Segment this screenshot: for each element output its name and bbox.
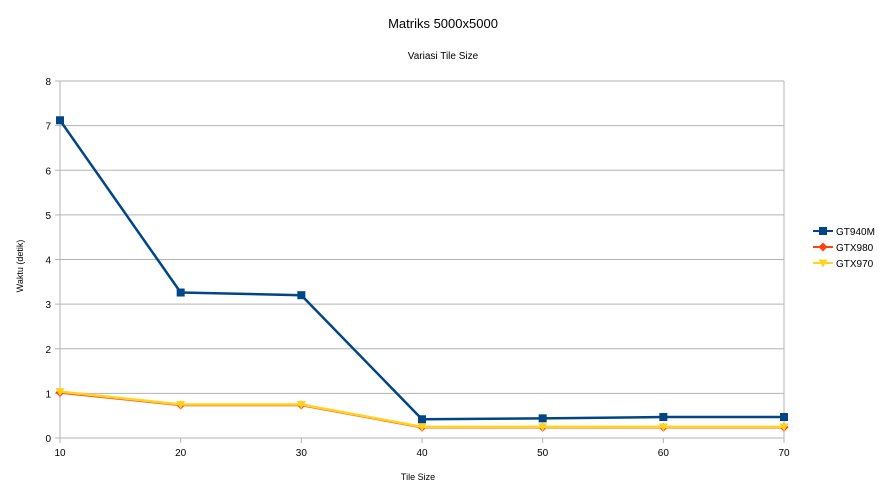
y-tick-label: 2 xyxy=(45,345,51,356)
y-tick-label: 0 xyxy=(45,434,51,445)
y-tick-label: 5 xyxy=(45,211,51,222)
x-tick-label: 10 xyxy=(54,448,66,459)
x-axis-label: Tile Size xyxy=(401,472,435,482)
x-tick-label: 60 xyxy=(658,448,670,459)
data-point-gt940m xyxy=(539,414,547,422)
y-tick-label: 8 xyxy=(45,77,51,88)
y-tick-label: 1 xyxy=(45,389,51,400)
data-point-gt940m xyxy=(177,289,185,297)
series-gt940m xyxy=(56,116,788,423)
y-tick-label: 6 xyxy=(45,166,51,177)
x-tick-label: 70 xyxy=(778,448,790,459)
data-point-gt940m xyxy=(780,413,788,421)
x-tick-label: 20 xyxy=(175,448,187,459)
chart-title: Matriks 5000x5000 xyxy=(388,16,498,31)
data-point-gt940m xyxy=(297,291,305,299)
series-line-gt940m xyxy=(60,120,784,419)
x-tick-label: 50 xyxy=(537,448,549,459)
x-tick-label: 30 xyxy=(296,448,308,459)
legend: GT940M GTX980 GTX970 xyxy=(813,227,875,270)
series-layer xyxy=(56,116,789,432)
data-point-gt940m xyxy=(659,413,667,421)
chart-subtitle: Variasi Tile Size xyxy=(408,51,479,62)
grid xyxy=(60,81,784,438)
legend-marker xyxy=(819,243,828,252)
y-axis-label: Waktu (detik) xyxy=(15,240,25,293)
legend-label: GT940M xyxy=(836,227,875,238)
y-tick-label: 4 xyxy=(45,256,51,267)
legend-marker xyxy=(819,227,827,235)
series-gtx970 xyxy=(56,388,789,431)
x-tick-label: 40 xyxy=(416,448,428,459)
legend-label: GTX980 xyxy=(836,243,874,254)
legend-label: GTX970 xyxy=(836,259,874,270)
y-tick-label: 3 xyxy=(45,300,51,311)
data-point-gt940m xyxy=(418,415,426,423)
y-tick-label: 7 xyxy=(45,122,51,133)
data-point-gt940m xyxy=(56,116,64,124)
